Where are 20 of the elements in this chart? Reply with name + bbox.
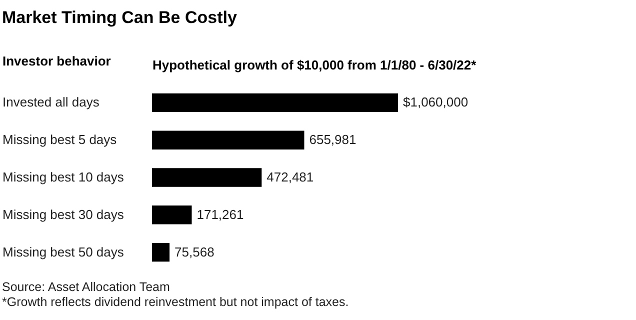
data-label: 655,981 [309,132,356,148]
source-note: Source: Asset Allocation Team [2,280,171,295]
y-tick-label: Missing best 30 days [2,206,124,222]
y-tick-label: Missing best 50 days [2,244,124,260]
bar [152,93,398,112]
bar [152,206,192,224]
y-tick-label: Invested all days [2,94,100,110]
chart-title: Market Timing Can Be Costly [2,8,238,27]
data-label: 171,261 [196,206,244,222]
bar [152,168,262,187]
x-axis-title: Hypothetical growth of $10,000 from 1/1/80 - 6/30/22* [152,58,478,72]
bar [152,242,170,262]
data-label: $1,060,000 [403,94,468,110]
data-label: 75,568 [174,244,214,260]
y-axis-title: Investor behavior [2,54,111,68]
data-label: 472,481 [266,170,314,184]
y-tick-label: Missing best 10 days [2,170,124,184]
text: *Growth reflects dividend reinvestment but not impact of taxes. [2,295,349,310]
y-tick-label: Missing best 5 days [2,132,118,148]
bar [152,130,304,150]
